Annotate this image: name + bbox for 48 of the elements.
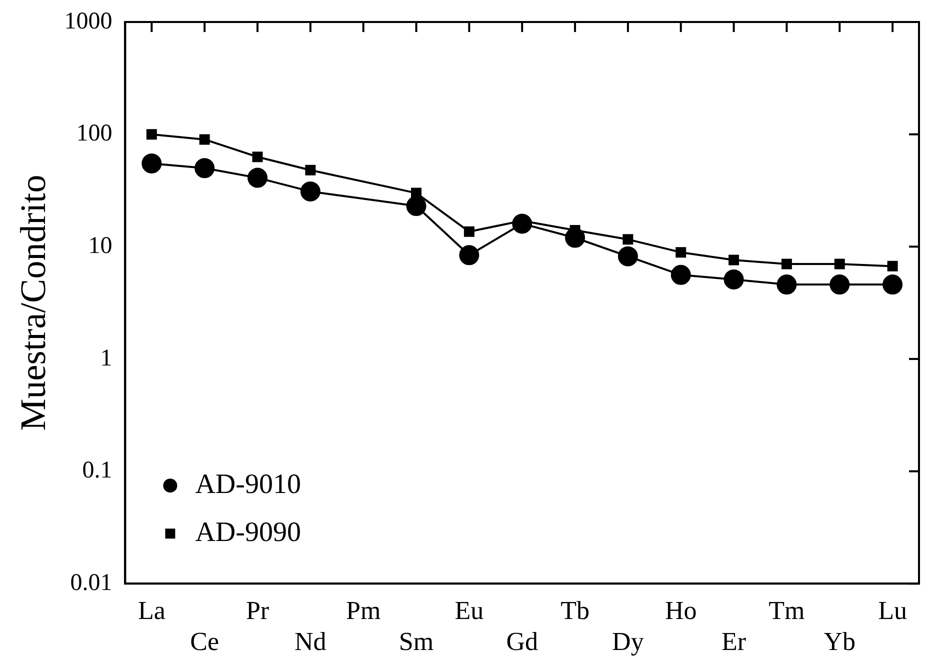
point	[411, 188, 422, 198]
y-tick-label: 0.01	[70, 570, 112, 596]
x-tick-label: Pm	[346, 596, 381, 626]
x-tick-label: Sm	[398, 627, 434, 656]
y-tick-label: 10	[88, 232, 112, 259]
y-tick-label: 0.1	[82, 458, 112, 484]
x-tick-label: Yb	[824, 627, 856, 656]
x-tick-label: Tm	[768, 596, 805, 626]
point	[194, 158, 215, 178]
x-tick-label: Pr	[246, 596, 270, 626]
point	[252, 152, 263, 162]
point	[305, 164, 316, 176]
point	[199, 134, 210, 145]
y-axis-title: Muestra/Condrito	[13, 174, 54, 431]
point	[887, 260, 898, 272]
point	[834, 258, 845, 270]
point	[882, 274, 903, 295]
point	[728, 254, 740, 266]
point	[459, 245, 480, 266]
point	[622, 234, 634, 245]
y-tick-label: 1000	[64, 8, 112, 34]
point	[618, 246, 638, 266]
point	[146, 129, 157, 140]
x-tick-label: La	[138, 596, 166, 626]
x-tick-label: Ho	[664, 596, 697, 626]
point	[464, 226, 474, 237]
point	[248, 168, 268, 188]
point	[670, 264, 691, 285]
point	[724, 269, 744, 290]
point	[406, 196, 426, 216]
point	[776, 274, 797, 295]
x-tick-label: Tb	[560, 596, 590, 626]
x-tick-label: Eu	[454, 596, 484, 626]
y-tick-label: 100	[76, 120, 112, 147]
x-tick-label: Lu	[878, 596, 907, 626]
legend-label: AD-9010	[195, 468, 301, 500]
x-tick-label: Gd	[506, 627, 538, 656]
point	[142, 153, 162, 174]
point	[781, 258, 792, 270]
point	[676, 247, 686, 258]
x-tick-label: Dy	[612, 627, 644, 656]
legend-label: AD-9090	[195, 516, 301, 548]
x-tick-label: Er	[722, 627, 746, 656]
point	[300, 181, 320, 202]
y-tick-label: 1	[100, 345, 112, 372]
x-tick-label: Ce	[190, 627, 220, 656]
x-tick-label: Nd	[294, 627, 326, 656]
point	[830, 274, 850, 295]
